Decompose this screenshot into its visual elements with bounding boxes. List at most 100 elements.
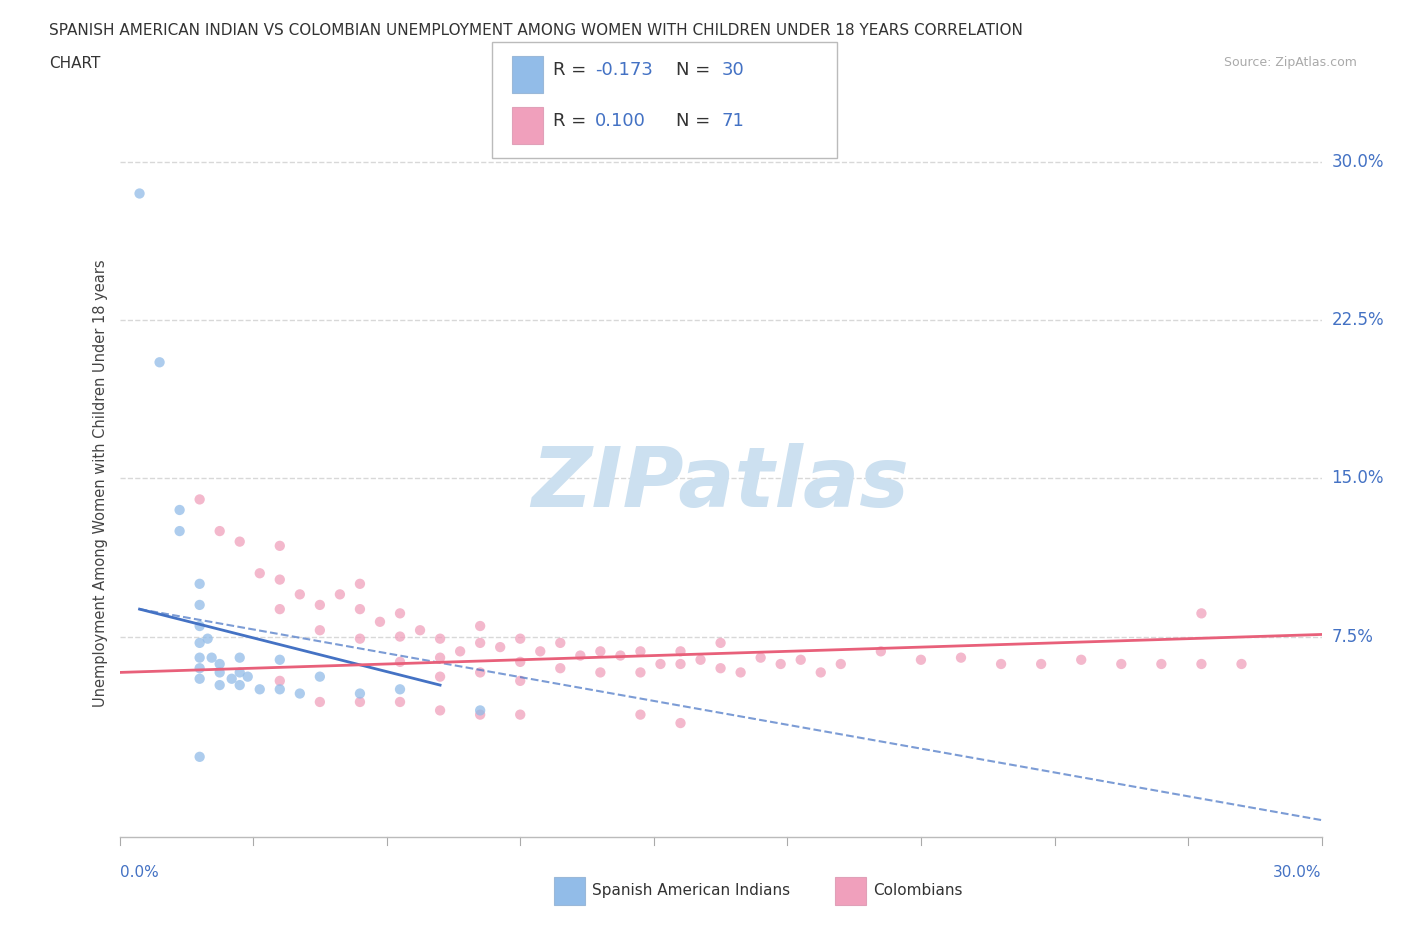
Point [650,657,672,671]
Text: CHART: CHART [49,56,101,71]
Point [468,665,492,680]
Point [208,524,231,538]
Point [197,631,219,646]
Point [388,682,412,697]
Point [228,534,252,549]
Text: N =: N = [676,60,716,79]
Point [208,665,231,680]
Point [249,565,271,580]
Point [749,650,772,665]
Point [329,587,352,602]
Point [810,665,832,680]
Point [188,661,211,676]
Point [309,695,332,710]
Point [188,597,211,612]
Point [730,665,752,680]
Point [309,670,332,684]
Point [269,602,291,617]
Point [349,695,371,710]
Text: 30.0%: 30.0% [1274,865,1322,880]
Text: Colombians: Colombians [873,884,963,898]
Point [208,678,231,693]
Point [1191,606,1213,621]
Text: R =: R = [553,60,592,79]
Point [529,644,551,658]
Point [388,606,412,621]
Text: 0.100: 0.100 [595,112,645,130]
Point [468,703,492,718]
Text: N =: N = [676,112,716,130]
Point [910,652,932,667]
Point [1111,657,1133,671]
Point [1230,657,1253,671]
Text: 0.0%: 0.0% [120,865,159,880]
Point [429,670,451,684]
Point [509,673,531,688]
Point [630,665,652,680]
Point [489,640,512,655]
Point [509,631,531,646]
Point [429,650,451,665]
Point [188,492,211,507]
Text: Spanish American Indians: Spanish American Indians [592,884,790,898]
Point [468,618,492,633]
Point [689,652,711,667]
Point [509,707,531,722]
Text: R =: R = [553,112,592,130]
Point [388,655,412,670]
Text: SPANISH AMERICAN INDIAN VS COLOMBIAN UNEMPLOYMENT AMONG WOMEN WITH CHILDREN UNDE: SPANISH AMERICAN INDIAN VS COLOMBIAN UNE… [49,23,1024,38]
Point [288,587,311,602]
Point [1150,657,1173,671]
Point [569,648,592,663]
Point [669,715,692,730]
Text: 30.0%: 30.0% [1331,153,1384,171]
Point [309,623,332,638]
Point [201,650,224,665]
Point [630,644,652,658]
Text: 7.5%: 7.5% [1331,628,1374,645]
Point [269,572,291,587]
Point [550,635,572,650]
Point [269,682,291,697]
Point [669,657,692,671]
Point [449,644,471,658]
Point [288,686,311,701]
Point [1070,652,1092,667]
Point [830,657,852,671]
Point [149,355,172,370]
Point [208,657,231,671]
Point [128,186,150,201]
Point [589,644,612,658]
Point [269,673,291,688]
Point [249,682,271,697]
Point [990,657,1012,671]
Point [1191,657,1213,671]
Point [589,665,612,680]
Text: -0.173: -0.173 [595,60,652,79]
Point [169,524,191,538]
Text: 71: 71 [721,112,744,130]
Point [790,652,813,667]
Text: 30: 30 [721,60,744,79]
Point [309,597,332,612]
Point [349,602,371,617]
Text: ZIPatlas: ZIPatlas [531,443,910,525]
Point [188,577,211,591]
Text: 22.5%: 22.5% [1331,312,1384,329]
Point [349,686,371,701]
Text: 15.0%: 15.0% [1331,470,1384,487]
Point [388,629,412,644]
Point [228,678,252,693]
Point [368,615,391,630]
Point [228,650,252,665]
Point [709,635,731,650]
Point [468,635,492,650]
Point [709,661,731,676]
Point [950,650,973,665]
Point [169,502,191,517]
Point [509,655,531,670]
Point [188,618,211,633]
Point [429,703,451,718]
Point [188,635,211,650]
Point [669,644,692,658]
